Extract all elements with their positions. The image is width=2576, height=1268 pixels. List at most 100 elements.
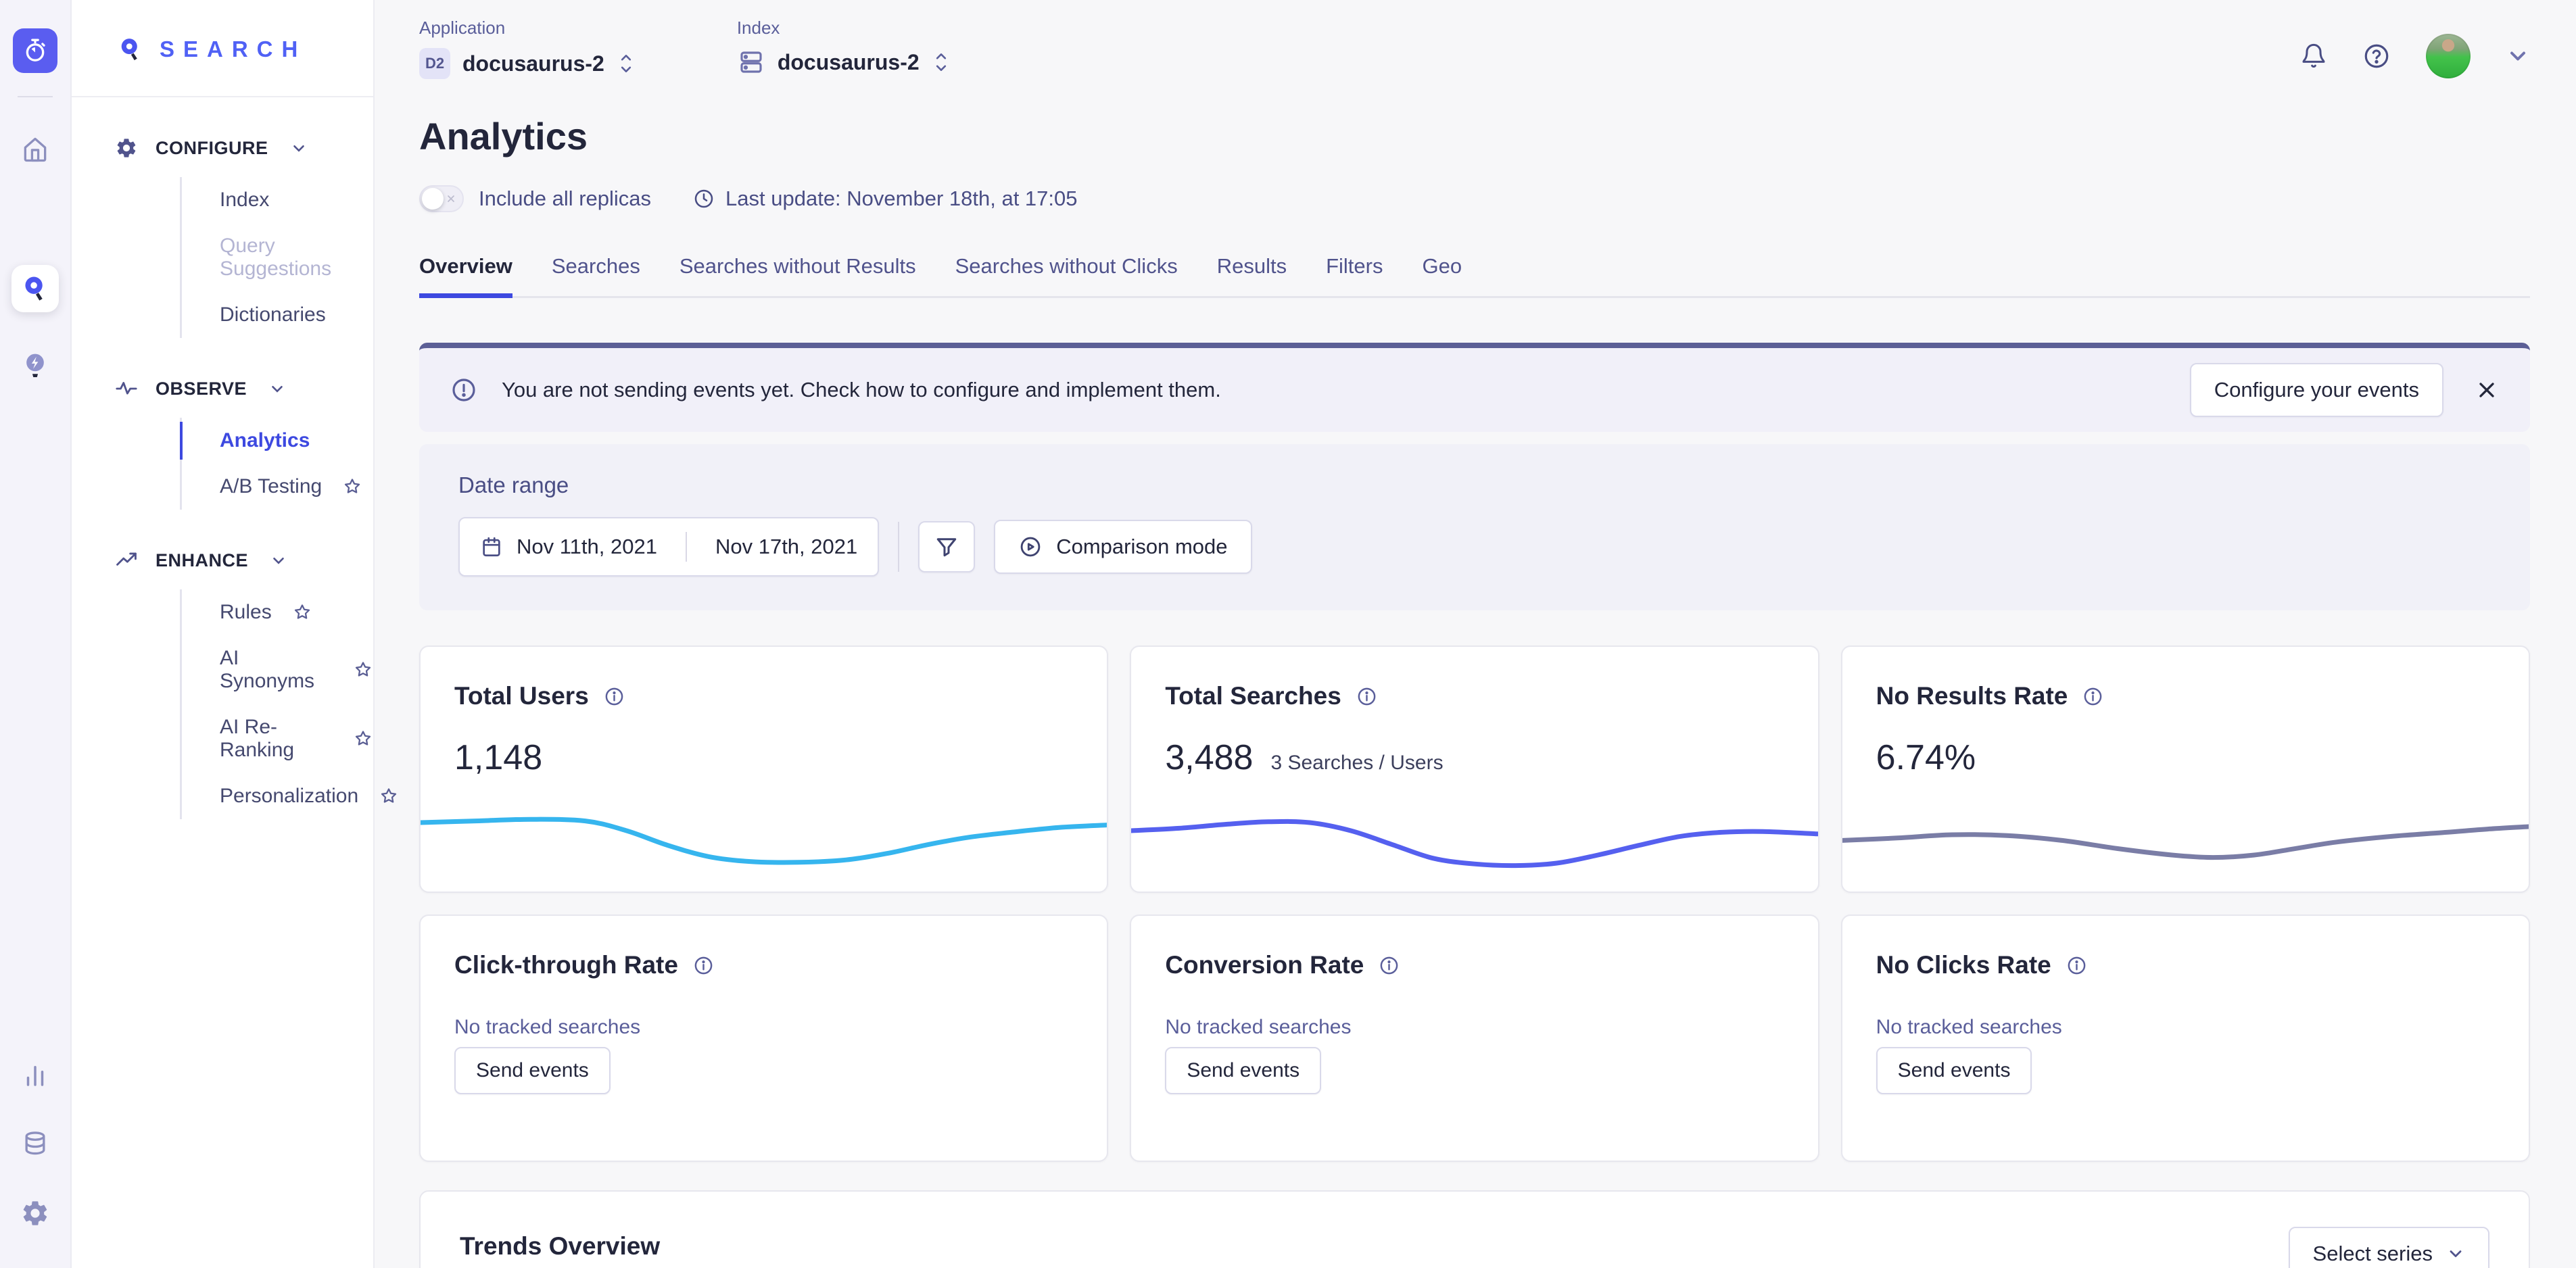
search-product-icon[interactable] <box>11 265 59 312</box>
info-icon[interactable] <box>1379 955 1400 976</box>
date-range-button[interactable]: Nov 11th, 2021 Nov 17th, 2021 <box>458 517 879 577</box>
clock-icon <box>693 188 715 210</box>
help-icon[interactable] <box>2362 42 2391 70</box>
chevron-down-icon <box>290 139 308 157</box>
include-replicas-toggle[interactable] <box>419 185 464 212</box>
lightbulb-icon[interactable] <box>11 342 59 389</box>
tab-searches[interactable]: Searches <box>552 254 640 296</box>
user-avatar[interactable] <box>2426 34 2471 78</box>
total-searches-sparkline <box>1131 798 1817 879</box>
section-configure-header[interactable]: CONFIGURE <box>72 137 373 160</box>
index-selector[interactable]: Index docusaurus-2 <box>737 18 951 76</box>
gear-icon[interactable] <box>11 1190 59 1237</box>
tab-overview[interactable]: Overview <box>419 254 512 298</box>
section-observe: OBSERVE Analytics A/B Testing <box>72 377 373 510</box>
no-results-rate-sparkline <box>1842 798 2529 879</box>
application-badge: D2 <box>419 48 450 79</box>
sidebar: SEARCH CONFIGURE Index Query Suggestions… <box>72 0 375 1268</box>
star-icon[interactable] <box>353 660 373 680</box>
search-logo[interactable]: SEARCH <box>72 0 373 97</box>
section-configure: CONFIGURE Index Query Suggestions Dictio… <box>72 137 373 338</box>
index-value: docusaurus-2 <box>778 50 920 75</box>
card-value: 3,488 <box>1165 737 1253 778</box>
star-icon[interactable] <box>292 602 312 623</box>
notifications-bell-icon[interactable] <box>2300 43 2327 70</box>
comparison-mode-button[interactable]: Comparison mode <box>994 520 1251 574</box>
info-icon[interactable] <box>1356 686 1377 707</box>
star-icon[interactable] <box>379 786 399 806</box>
sidebar-item-ai-re-ranking[interactable]: AI Re-Ranking <box>182 704 373 773</box>
filter-button[interactable] <box>918 521 975 572</box>
section-label: CONFIGURE <box>156 138 268 159</box>
star-icon[interactable] <box>353 729 373 749</box>
sort-chevrons-icon <box>617 52 636 75</box>
empty-state-text: No tracked searches <box>454 1016 1073 1039</box>
timer-icon[interactable] <box>13 28 57 73</box>
no-clicks-rate-card: No Clicks Rate No tracked searches Send … <box>1841 915 2530 1162</box>
sidebar-item-analytics[interactable]: Analytics <box>182 418 373 464</box>
trends-overview-card: Trends Overview Select series <box>419 1190 2530 1268</box>
topbar: Application D2 docusaurus-2 Index docusa… <box>375 0 2576 79</box>
main-area: Application D2 docusaurus-2 Index docusa… <box>375 0 2576 1268</box>
index-icon <box>737 48 765 76</box>
card-title: Conversion Rate <box>1165 951 1364 979</box>
application-selector[interactable]: Application D2 docusaurus-2 <box>419 18 636 79</box>
no-results-rate-card: No Results Rate 6.74% <box>1841 645 2530 893</box>
banner-close-icon[interactable] <box>2475 378 2499 402</box>
date-range-label: Date range <box>458 472 2491 498</box>
toggle-off-x-icon <box>446 193 456 204</box>
card-title: Click-through Rate <box>454 951 678 979</box>
sidebar-item-query-suggestions[interactable]: Query Suggestions <box>182 223 373 292</box>
tab-results[interactable]: Results <box>1217 254 1287 296</box>
card-title: No Results Rate <box>1876 682 2068 710</box>
section-enhance: ENHANCE Rules AI Synonyms AI Re-Ranking … <box>72 549 373 819</box>
send-events-button[interactable]: Send events <box>454 1047 611 1094</box>
select-series-button[interactable]: Select series <box>2289 1227 2489 1268</box>
sidebar-item-ai-synonyms[interactable]: AI Synonyms <box>182 635 373 704</box>
section-enhance-header[interactable]: ENHANCE <box>72 549 373 572</box>
gear-icon <box>115 137 138 160</box>
magnifier-logo-icon <box>116 35 145 64</box>
date-start: Nov 11th, 2021 <box>517 535 657 559</box>
chevron-down-icon <box>2446 1244 2465 1263</box>
info-icon[interactable] <box>2082 686 2103 707</box>
page-title: Analytics <box>419 114 2530 158</box>
tab-geo[interactable]: Geo <box>1422 254 1462 296</box>
configure-events-button[interactable]: Configure your events <box>2190 363 2443 417</box>
info-icon[interactable] <box>693 955 714 976</box>
tab-searches-without-results[interactable]: Searches without Results <box>679 254 916 296</box>
info-icon[interactable] <box>2066 955 2087 976</box>
empty-state-text: No tracked searches <box>1165 1016 1784 1039</box>
chevron-down-icon <box>270 552 287 569</box>
sidebar-item-ab-testing[interactable]: A/B Testing <box>182 464 373 510</box>
last-update: Last update: November 18th, at 17:05 <box>693 187 1077 211</box>
sidebar-item-rules[interactable]: Rules <box>182 589 373 635</box>
empty-state-text: No tracked searches <box>1876 1016 2495 1039</box>
sidebar-item-dictionaries[interactable]: Dictionaries <box>182 292 373 338</box>
analytics-tabs: Overview Searches Searches without Resul… <box>419 254 2530 298</box>
database-icon[interactable] <box>11 1121 59 1168</box>
funnel-icon <box>934 535 959 559</box>
sort-chevrons-icon <box>932 51 951 74</box>
section-label: ENHANCE <box>156 550 248 571</box>
controls-divider <box>898 522 899 572</box>
activity-icon <box>115 377 138 400</box>
sidebar-item-index[interactable]: Index <box>182 177 373 223</box>
card-value: 1,148 <box>454 737 542 778</box>
send-events-button[interactable]: Send events <box>1876 1047 2032 1094</box>
index-label: Index <box>737 18 951 39</box>
user-menu-chevron-down-icon[interactable] <box>2506 44 2530 68</box>
logo-text: SEARCH <box>160 36 306 62</box>
total-users-card: Total Users 1,148 <box>419 645 1108 893</box>
section-label: OBSERVE <box>156 379 247 399</box>
star-icon[interactable] <box>342 477 362 497</box>
sidebar-item-personalization[interactable]: Personalization <box>182 773 373 819</box>
tab-filters[interactable]: Filters <box>1326 254 1383 296</box>
tab-searches-without-clicks[interactable]: Searches without Clicks <box>955 254 1178 296</box>
home-icon[interactable] <box>11 126 59 173</box>
section-observe-header[interactable]: OBSERVE <box>72 377 373 400</box>
bar-chart-icon[interactable] <box>11 1052 59 1099</box>
info-icon[interactable] <box>604 686 625 707</box>
send-events-button[interactable]: Send events <box>1165 1047 1321 1094</box>
card-title: No Clicks Rate <box>1876 951 2051 979</box>
